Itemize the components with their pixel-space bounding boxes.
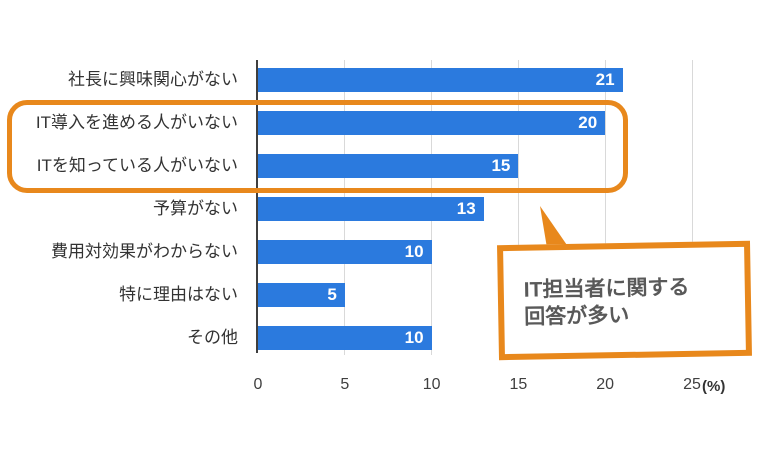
bar: 10	[258, 240, 432, 264]
bar: 13	[258, 197, 484, 221]
bar: 20	[258, 111, 606, 135]
bar: 15	[258, 154, 519, 178]
x-tick-label: 5	[340, 376, 350, 393]
bar: 21	[258, 68, 623, 92]
gridline	[691, 60, 693, 355]
bar-value-label: 13	[456, 199, 476, 218]
bar-value-label: 21	[595, 70, 615, 89]
bar-value-label: 5	[327, 285, 337, 304]
category-label: 社長に興味関心がない	[68, 70, 238, 89]
y-axis-line	[256, 60, 258, 353]
callout-text-line2: 回答が多い	[524, 303, 630, 329]
category-label: 予算がない	[153, 199, 238, 218]
category-label: 特に理由はない	[119, 285, 238, 304]
x-tick-label: 0	[253, 376, 263, 393]
highlight-frame	[7, 100, 628, 193]
bar-value-label: 15	[491, 156, 511, 175]
x-tick-label: 10	[422, 376, 441, 393]
gridline	[604, 60, 606, 355]
bar-value-label: 10	[404, 242, 424, 261]
category-label: その他	[187, 328, 238, 347]
bar: 10	[258, 326, 432, 350]
bar: 5	[258, 283, 345, 307]
bar-value-label: 20	[578, 113, 598, 132]
x-tick-label: 15	[509, 376, 528, 393]
callout-box: IT担当者に関する 回答が多い	[497, 240, 752, 361]
category-label: IT導入を進める人がいない	[35, 113, 238, 132]
x-axis-unit-label: (%)	[702, 378, 726, 395]
x-tick-label: 20	[596, 376, 615, 393]
callout-text: IT担当者に関する 回答が多い	[524, 274, 691, 331]
bar-value-label: 10	[404, 328, 424, 347]
x-tick-label: 25	[683, 376, 701, 393]
gridline	[517, 60, 519, 355]
callout-text-line1: IT担当者に関する	[523, 275, 690, 302]
category-label: 費用対効果がわからない	[51, 242, 238, 261]
category-label: ITを知っている人がいない	[36, 156, 238, 175]
